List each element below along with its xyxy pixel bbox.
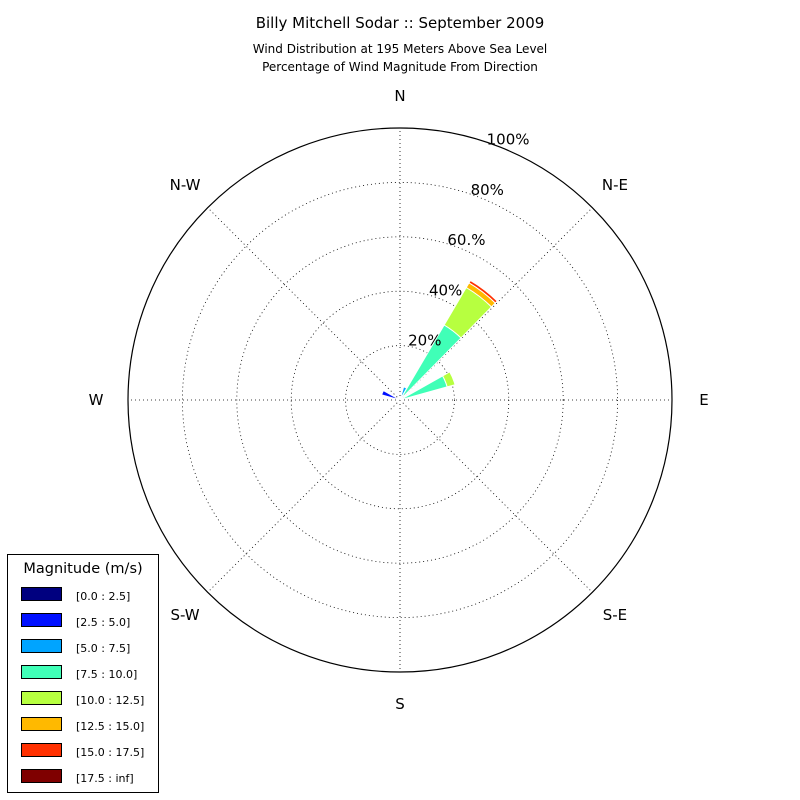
polar-grid: [128, 128, 672, 672]
legend-swatch-3: [21, 639, 62, 653]
legend-swatch-4: [21, 665, 62, 679]
direction-labels: N N-E E S-E S S-W W N-W: [89, 87, 709, 713]
grid-spoke-n-w: [207, 207, 401, 401]
outer-ring: [127, 127, 673, 673]
bar-sector-2-bin-7: [468, 279, 498, 304]
legend: Magnitude (m/s) [0.0 : 2.5] [2.5 : 5.0] [5…: [7, 554, 159, 793]
grid-spoke-n-e: [399, 207, 593, 401]
direction-label-e: E: [699, 391, 708, 409]
wind-bars: [381, 279, 498, 401]
bar-sector-4-bin-2: [381, 389, 401, 401]
legend-label-5: [10.0 : 12.5]: [76, 694, 144, 707]
legend-items: [0.0 : 2.5] [2.5 : 5.0] [5.0 : 7.5] [7.5 : …: [21, 587, 144, 785]
grid-ring-1: [345, 345, 455, 455]
legend-swatch-5: [21, 691, 62, 705]
direction-label-s-e: S-E: [603, 606, 627, 624]
ring-label-5: 100%: [487, 131, 530, 149]
grid-spoke-s-w: [207, 399, 401, 593]
direction-label-n-e: N-E: [602, 176, 628, 194]
ring-label-2: 40%: [429, 281, 462, 299]
direction-label-s-w: S-W: [170, 606, 199, 624]
ring-label-1: 20%: [408, 332, 441, 350]
legend-label-8: [17.5 : inf]: [76, 772, 134, 785]
ring-label-3: 60.%: [447, 231, 485, 249]
legend-label-7: [15.0 : 17.5]: [76, 746, 144, 759]
chart-subtitle-line-1: Wind Distribution at 195 Meters Above Se…: [253, 42, 548, 56]
legend-swatch-8: [21, 769, 62, 783]
legend-label-4: [7.5 : 10.0]: [76, 668, 137, 681]
ring-label-4: 80%: [471, 181, 504, 199]
direction-label-n-w: N-W: [170, 176, 201, 194]
legend-swatch-1: [21, 587, 62, 601]
legend-label-2: [2.5 : 5.0]: [76, 616, 130, 629]
legend-label-1: [0.0 : 2.5]: [76, 590, 130, 603]
chart-subtitle-line-2: Percentage of Wind Magnitude From Direct…: [262, 60, 538, 74]
grid-ring-3: [236, 236, 564, 564]
legend-title: Magnitude (m/s): [23, 561, 142, 577]
legend-label-6: [12.5 : 15.0]: [76, 720, 144, 733]
legend-swatch-6: [21, 717, 62, 731]
legend-swatch-7: [21, 743, 62, 757]
ring-labels: 20% 40% 60.% 80% 100%: [408, 131, 529, 350]
direction-label-w: W: [89, 391, 104, 409]
chart-title: Billy Mitchell Sodar :: September 2009: [256, 14, 545, 32]
direction-label-s: S: [395, 695, 405, 713]
polar-axis: [127, 127, 673, 673]
direction-label-n: N: [394, 87, 405, 105]
bar-sector-3-bin-5: [441, 371, 456, 388]
legend-label-3: [5.0 : 7.5]: [76, 642, 130, 655]
grid-spoke-s-e: [399, 399, 593, 593]
legend-swatch-2: [21, 613, 62, 627]
grid-ring-4: [181, 181, 619, 619]
